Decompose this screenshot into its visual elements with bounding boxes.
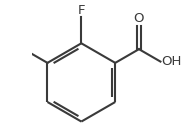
- Text: O: O: [134, 12, 144, 25]
- Text: F: F: [78, 4, 85, 17]
- Text: OH: OH: [161, 55, 181, 68]
